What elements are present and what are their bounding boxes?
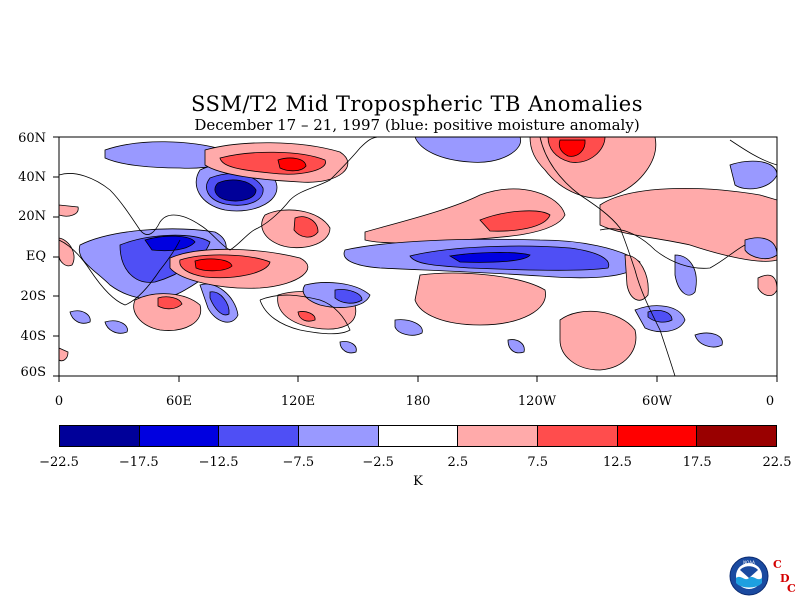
colorbar: [59, 425, 777, 447]
lon-label-60e: 60E: [165, 394, 193, 409]
anomaly-blob-light-blue: [104, 320, 128, 334]
lon-label-120e: 120E: [280, 394, 316, 409]
anomaly-blob-pink: [559, 310, 637, 371]
lat-label-60s: 60S: [20, 365, 46, 380]
colorbar-segment: [219, 426, 300, 446]
colorbar-segment: [697, 426, 777, 446]
noaa-logo: NOAA: [729, 556, 769, 596]
colorbar-segment: [299, 426, 379, 446]
anomaly-blob-red: [297, 311, 316, 322]
colorbar-segment: [458, 426, 539, 446]
page-subtitle: December 17 – 21, 1997 (blue: positive m…: [194, 116, 640, 134]
lat-label-60n: 60N: [18, 131, 46, 146]
lat-label-eq: EQ: [25, 249, 46, 264]
anomaly-blob-pink: [599, 188, 777, 262]
anomaly-blob-pink: [133, 293, 202, 331]
colorbar-level-label: −7.5: [282, 455, 315, 470]
colorbar-segment: [60, 426, 140, 446]
anomaly-blob-bright-red: [277, 157, 307, 172]
page-title: SSM/T2 Mid Tropospheric TB Anomalies: [190, 92, 644, 116]
colorbar-level-label: 17.5: [682, 455, 712, 470]
anomaly-blob-pink: [414, 272, 546, 326]
svg-text:NOAA: NOAA: [743, 560, 755, 565]
lon-label-180: 180: [405, 394, 431, 409]
anomaly-blob-mid-blue: [334, 289, 363, 304]
lon-label-60w: 60W: [642, 394, 672, 409]
colorbar-level-label: −2.5: [362, 455, 394, 470]
colorbar-units: K: [413, 474, 423, 489]
anomaly-blob-red: [157, 296, 183, 310]
anomaly-blob-red: [293, 216, 319, 238]
lat-label-20n: 20N: [18, 209, 46, 224]
cdc-logo: C D C: [773, 558, 796, 595]
anomaly-blob-dark-blue: [448, 252, 531, 263]
anomaly-blob-dark-blue: [214, 179, 257, 202]
colorbar-segment: [378, 426, 459, 446]
colorbar-level-label: −22.5: [39, 455, 79, 470]
anomaly-blob-light-blue: [694, 332, 723, 348]
axis-ticks: [53, 136, 778, 382]
colorbar-level-label: 22.5: [762, 455, 792, 470]
colorbar-level-label: −12.5: [198, 455, 239, 470]
anomaly-blob-light-blue: [339, 341, 357, 354]
lon-label-0-west: 0: [54, 394, 64, 409]
anomaly-blob-light-blue: [414, 137, 521, 163]
anomaly-blob-bright-red: [194, 258, 233, 272]
anomaly-blob-light-blue: [507, 339, 525, 354]
colorbar-level-label: −17.5: [118, 455, 159, 470]
lon-label-120w: 120W: [517, 394, 557, 409]
anomaly-blob-light-blue: [674, 254, 697, 296]
colorbar-level-label: 7.5: [527, 455, 548, 470]
anomaly-blob-light-blue: [394, 319, 423, 336]
anomaly-blob-mid-blue: [209, 291, 230, 316]
anomaly-blob-pink: [624, 254, 649, 301]
lat-label-40s: 40S: [20, 329, 46, 344]
anomaly-blob-light-blue: [69, 310, 91, 324]
anomaly-blob-mid-blue: [647, 310, 673, 323]
colorbar-level-label: 2.5: [447, 455, 469, 470]
coastlines: [59, 137, 777, 376]
anomaly-blob-dark-blue: [144, 235, 196, 252]
lat-label-40n: 40N: [18, 170, 46, 185]
anomaly-blob-red: [479, 210, 551, 232]
anomaly-blob-pink: [59, 237, 75, 267]
colorbar-level-label: 12.5: [602, 455, 632, 470]
lat-label-20s: 20S: [20, 289, 46, 304]
anomaly-blob-bright-red: [558, 139, 586, 157]
colorbar-segment: [617, 426, 698, 446]
colorbar-segment: [139, 426, 220, 446]
colorbar-segment: [538, 426, 618, 446]
lon-label-0-east: 0: [765, 394, 775, 409]
